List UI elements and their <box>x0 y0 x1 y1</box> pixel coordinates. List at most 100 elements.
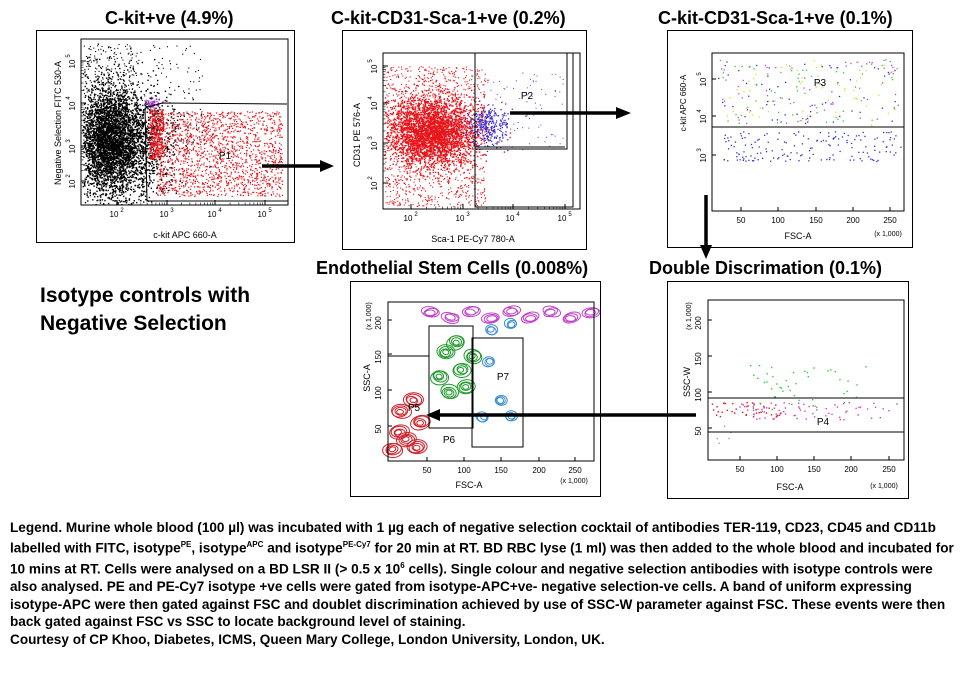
x-tick-exp: 2 <box>414 212 418 218</box>
y-tick-exp: 3 <box>66 139 72 143</box>
isotype-note: Isotype controls with Negative Selection <box>40 282 250 338</box>
legend-sup-apc: APC <box>246 540 264 550</box>
x-tick-label: 10 <box>208 210 217 219</box>
p6-contour <box>436 344 456 360</box>
x-tick-label: 250 <box>883 216 897 225</box>
plot-frame <box>707 299 905 461</box>
legend-mu-1: µ <box>228 520 237 535</box>
x-axis-unit: (x 1,000) <box>874 231 902 238</box>
x-tick-label: 100 <box>770 465 784 474</box>
sscw-red-events <box>711 402 782 418</box>
legend-text-3: g each of negative selection cocktail of… <box>10 520 936 556</box>
x-axis-label: FSC-A <box>777 482 804 492</box>
panel-4-title: Endothelial Stem Cells (0.008%) <box>316 258 589 278</box>
y-tick-exp: 3 <box>368 136 374 140</box>
y-axis-label: Negative Selection FITC 530-A <box>53 61 63 185</box>
x-tick-label: 50 <box>736 465 745 474</box>
y-tick-exp: 2 <box>66 174 72 178</box>
p5-contour <box>391 403 413 419</box>
x-tick-exp: 5 <box>268 208 272 214</box>
y-tick-label: 150 <box>694 352 703 366</box>
x-tick-label: 10 <box>558 214 567 223</box>
y-axis-label: c-kit APC 660-A <box>679 74 688 131</box>
legend-text-6: for 20 min at RT. BD RBC lyse (1 ml) was… <box>10 540 954 577</box>
legend-text-5: and isotype <box>263 540 343 556</box>
y-tick-label: 100 <box>694 388 703 402</box>
y-tick-label: 10 <box>699 77 708 86</box>
legend-mu-2: µ <box>387 520 396 535</box>
x-axis-label: FSC-A <box>456 480 483 490</box>
isotype-note-line-2: Negative Selection <box>40 312 227 335</box>
sscw-green-events <box>750 364 867 411</box>
panel-4: P5 P6 P7 50 100 150 200 250 50 100 150 200 (x 1,000)… <box>350 281 601 497</box>
gate-p7 <box>471 337 524 448</box>
top-contour <box>420 306 440 318</box>
y-tick-exp: 5 <box>368 59 374 63</box>
gate-p3-label: P3 <box>814 78 827 89</box>
gated-edge-events <box>149 109 165 161</box>
main-population <box>384 73 527 189</box>
panel-5-title: Double Discrimation (0.1%) <box>649 258 883 278</box>
sscw-grey-events <box>716 425 732 444</box>
gate-p6 <box>428 325 474 429</box>
x-tick-label: 50 <box>423 466 432 475</box>
p6-contour <box>440 383 460 400</box>
x-tick-label: 10 <box>258 210 267 219</box>
y-tick-label: 200 <box>374 316 383 330</box>
legend-sup-pe: PE <box>180 540 192 550</box>
y-tick-exp: 5 <box>697 72 703 76</box>
legend-sup-6: 6 <box>400 561 405 571</box>
y-tick-label: 50 <box>694 426 703 435</box>
top-contour <box>461 306 481 318</box>
x-tick-label: 250 <box>882 465 896 474</box>
x-tick-label: 200 <box>846 216 860 225</box>
x-tick-label: 200 <box>844 465 858 474</box>
y-tick-exp: 5 <box>66 54 72 58</box>
y-tick-exp: 4 <box>697 109 703 113</box>
plot-frame <box>387 301 595 462</box>
x-axis-unit: (x 1,000) <box>870 483 898 490</box>
gate-p4-label: P4 <box>817 417 830 428</box>
p7-contour <box>505 410 518 422</box>
p7-contour <box>485 324 499 336</box>
legend-text-2: l) was incubated with 1 <box>236 520 388 535</box>
y-tick-label: 10 <box>68 144 77 153</box>
y-tick-label: 200 <box>694 316 703 330</box>
p5-contour <box>402 392 424 408</box>
x-tick-label: 10 <box>404 214 413 223</box>
gate-p1-left <box>144 107 288 202</box>
gate-p1-top <box>144 102 288 109</box>
x-tick-exp: 2 <box>120 208 124 214</box>
gate-p3-events-4 <box>718 61 896 124</box>
isotype-note-line-1: Isotype controls with <box>40 284 251 307</box>
p6-contour <box>430 370 450 386</box>
y-tick-label: 10 <box>370 64 379 73</box>
y-tick-label: 10 <box>68 59 77 68</box>
top-contour <box>520 311 540 324</box>
gate-p7-label: P7 <box>497 372 510 383</box>
y-tick-label: 10 <box>370 181 379 190</box>
x-tick-label: 150 <box>494 466 508 475</box>
gate-p3-events-1 <box>721 59 899 125</box>
x-tick-label: 10 <box>110 210 119 219</box>
p5-contour <box>396 431 417 448</box>
y-tick-label: 150 <box>374 350 383 364</box>
panel-3-title: C-kit-CD31-Sca-1+ve (0.1%) <box>658 8 893 28</box>
p6-contour <box>446 335 465 351</box>
top-contour <box>542 305 562 318</box>
x-tick-label: 10 <box>506 214 515 223</box>
y-tick-label: 100 <box>374 386 383 400</box>
y-tick-exp: 4 <box>66 96 72 100</box>
y-axis-unit: (x 1,000) <box>366 302 373 330</box>
p5-contour <box>406 439 428 455</box>
x-tick-exp: 5 <box>568 212 572 218</box>
gate-p3-events-2 <box>719 59 898 124</box>
x-axis-label: Sca-1 PE-Cy7 780-A <box>431 234 515 244</box>
p5-contour <box>382 442 404 458</box>
plot-frame <box>711 52 905 212</box>
